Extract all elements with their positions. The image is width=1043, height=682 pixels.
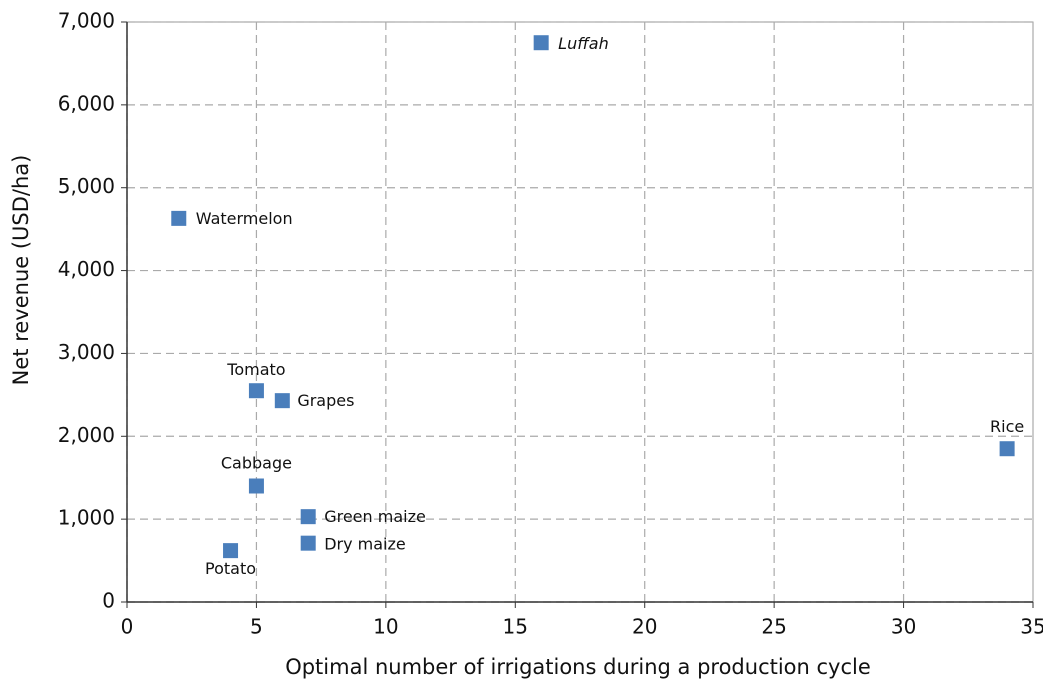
point-label: Tomato [226, 360, 285, 379]
y-axis-title: Net revenue (USD/ha) [9, 155, 33, 386]
y-tick-label: 0 [102, 589, 115, 613]
point [171, 210, 187, 226]
x-tick-label: 20 [632, 615, 657, 639]
point-label: Potato [205, 559, 256, 578]
point-label: Watermelon [196, 209, 293, 228]
point-label: Dry maize [324, 535, 406, 554]
y-tick-label: 6,000 [58, 91, 115, 115]
y-tick-label: 5,000 [58, 174, 115, 198]
point [300, 509, 316, 525]
y-tick-label: 4,000 [58, 257, 115, 281]
point-label: Cabbage [221, 454, 292, 473]
point-label: Rice [990, 417, 1024, 436]
x-tick-label: 0 [121, 615, 134, 639]
x-tick-label: 15 [503, 615, 528, 639]
y-tick-label: 3,000 [58, 340, 115, 364]
x-tick-label: 10 [373, 615, 398, 639]
point [274, 393, 290, 409]
x-tick-label: 25 [761, 615, 786, 639]
point [223, 543, 239, 559]
x-tick-label: 5 [250, 615, 263, 639]
y-tick-label: 2,000 [58, 423, 115, 447]
point-label: Green maize [324, 507, 426, 526]
point [248, 478, 264, 494]
y-tick-label: 1,000 [58, 506, 115, 530]
plot-frame [126, 21, 1034, 603]
x-tick-label: 30 [891, 615, 916, 639]
y-tick-label: 7,000 [58, 9, 115, 33]
point [300, 535, 316, 551]
x-axis-title: Optimal number of irrigations during a p… [285, 655, 871, 679]
point-label: Luffah [558, 34, 609, 53]
point [533, 35, 549, 51]
point-label: Grapes [297, 391, 354, 410]
point [999, 441, 1015, 457]
x-tick-label: 35 [1020, 615, 1043, 639]
point [248, 383, 264, 399]
